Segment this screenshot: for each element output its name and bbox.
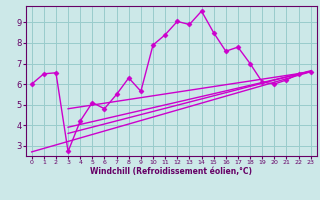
X-axis label: Windchill (Refroidissement éolien,°C): Windchill (Refroidissement éolien,°C) xyxy=(90,167,252,176)
